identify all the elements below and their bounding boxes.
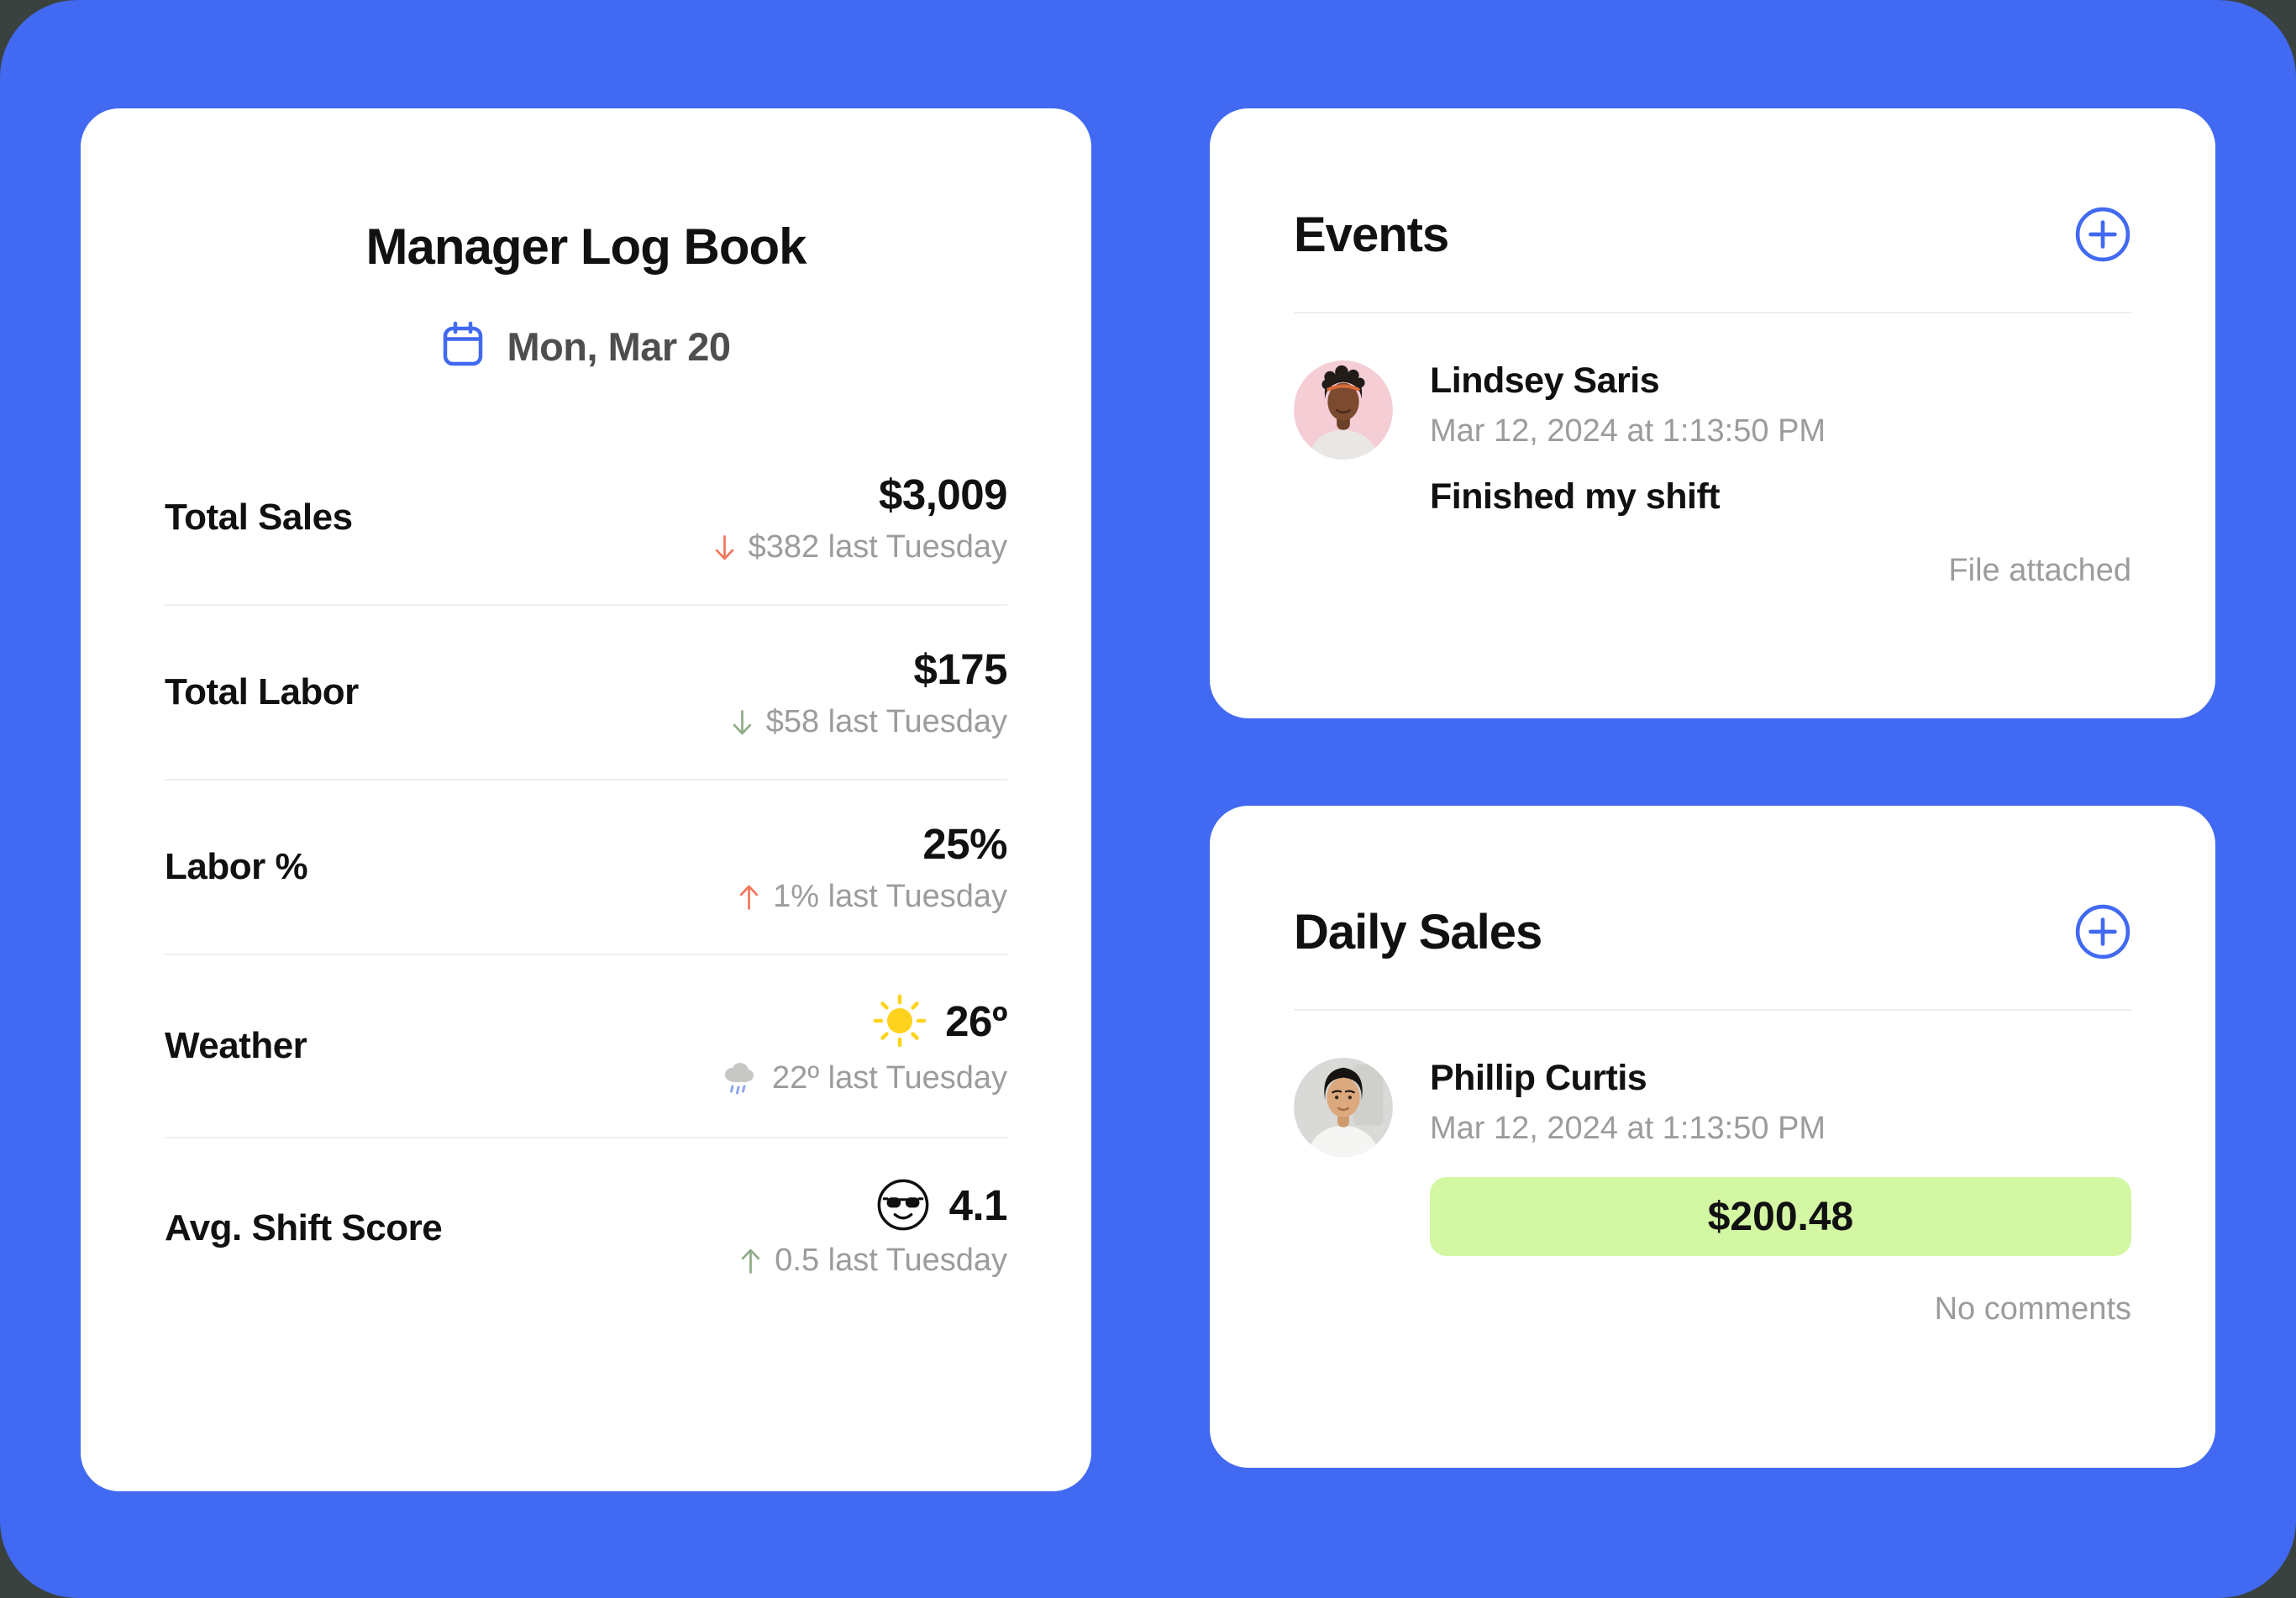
sun-icon <box>873 994 927 1048</box>
date-picker[interactable]: Mon, Mar 20 <box>165 321 1007 372</box>
arrow-up-icon <box>738 882 760 912</box>
no-comments-note: No comments <box>1934 1291 2131 1327</box>
sale-amount-badge: $200.48 <box>1430 1177 2131 1256</box>
weather-value: 26º <box>945 996 1007 1045</box>
weather-delta: 22º last Tuesday <box>771 1059 1007 1096</box>
total-labor-value: $175 <box>913 645 1008 693</box>
stat-row-weather: Weather <box>165 954 1007 1137</box>
stat-row-labor-percent: Labor % 25% 1% last Tuesday <box>165 779 1007 954</box>
avg-shift-score-delta: 0.5 last Tuesday <box>775 1243 1007 1278</box>
smiling-face-sunglasses-icon <box>875 1177 931 1233</box>
file-attached-note: File attached <box>1948 553 2131 588</box>
event-author-name: Lindsey Saris <box>1430 360 1660 401</box>
arrow-down-icon <box>713 533 736 563</box>
daily-sales-title: Daily Sales <box>1294 904 1542 959</box>
add-event-button[interactable] <box>2074 206 2131 263</box>
sale-author-name: Phillip Curtis <box>1430 1058 1647 1098</box>
manager-log-book-card: Manager Log Book Mon, Mar 20 Total Sales… <box>81 108 1091 1491</box>
event-entry: Lindsey Saris Mar 12, 2024 at 1:13:50 PM… <box>1294 360 2131 518</box>
divider <box>1294 312 2131 313</box>
sale-timestamp: Mar 12, 2024 at 1:13:50 PM <box>1430 1111 1826 1146</box>
avatar <box>1294 360 1393 460</box>
divider <box>1294 1009 2131 1011</box>
total-labor-delta: $58 last Tuesday <box>765 704 1007 739</box>
daily-sales-card: Daily Sales <box>1210 806 2215 1468</box>
plus-circle-icon <box>2075 904 2130 959</box>
arrow-up-icon <box>739 1246 762 1276</box>
events-title: Events <box>1294 207 1449 262</box>
events-card: Events <box>1210 108 2215 718</box>
labor-percent-value: 25% <box>922 820 1007 868</box>
total-sales-value: $3,009 <box>879 470 1008 518</box>
event-message: Finished my shift <box>1430 476 1721 517</box>
stat-row-total-labor: Total Labor $175 $58 last Tuesday <box>165 604 1008 779</box>
labor-percent-delta: 1% last Tuesday <box>773 879 1007 914</box>
plus-circle-icon <box>2075 207 2130 262</box>
rain-cloud-icon <box>719 1058 759 1098</box>
selected-date: Mon, Mar 20 <box>507 324 731 369</box>
calendar-icon <box>441 321 485 372</box>
arrow-down-icon <box>731 707 754 738</box>
avatar <box>1294 1058 1393 1157</box>
stat-row-avg-shift-score: Avg. Shift Score <box>165 1137 1008 1317</box>
avg-shift-score-value: 4.1 <box>948 1180 1008 1229</box>
stat-row-total-sales: Total Sales $3,009 $382 last Tuesday <box>165 470 1008 565</box>
daily-sale-entry: Phillip Curtis Mar 12, 2024 at 1:13:50 P… <box>1294 1058 2131 1256</box>
total-sales-delta: $382 last Tuesday <box>748 529 1007 565</box>
page-title: Manager Log Book <box>365 218 806 275</box>
event-timestamp: Mar 12, 2024 at 1:13:50 PM <box>1430 413 1826 449</box>
stats-list: Total Sales $3,009 $382 last Tuesday Tot… <box>165 431 1008 1317</box>
add-daily-sale-button[interactable] <box>2074 903 2131 960</box>
